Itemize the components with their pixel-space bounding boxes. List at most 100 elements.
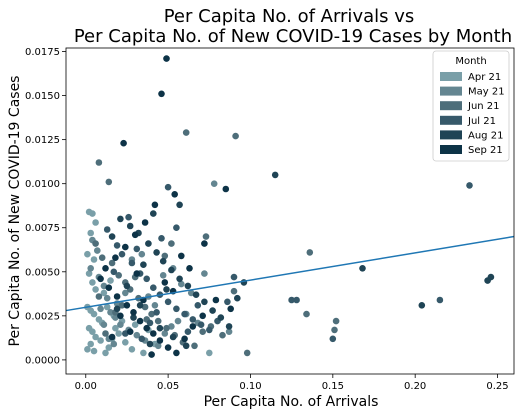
legend-swatch: [440, 145, 462, 154]
data-point: [143, 324, 150, 332]
data-point: [306, 249, 314, 256]
data-point: [133, 270, 141, 277]
data-point: [141, 219, 149, 226]
legend-title: Month: [455, 56, 486, 67]
data-point: [138, 250, 146, 258]
data-point: [181, 310, 188, 318]
data-point: [168, 266, 175, 274]
data-point: [184, 282, 192, 290]
data-point: [418, 302, 426, 309]
legend-entry-label: Jun 21: [467, 101, 500, 112]
legend-entry-label: Jul 21: [467, 116, 496, 127]
data-point: [92, 286, 99, 293]
data-point: [217, 314, 225, 321]
data-point: [87, 340, 94, 348]
data-point: [136, 317, 144, 325]
data-point: [105, 178, 113, 186]
data-point: [232, 132, 239, 140]
data-point: [293, 296, 300, 304]
data-point: [115, 272, 122, 279]
data-point: [150, 210, 157, 217]
data-point: [176, 275, 183, 283]
data-point: [154, 342, 162, 350]
data-point: [163, 324, 170, 332]
plot-area: [65, 47, 515, 375]
data-point: [199, 328, 206, 336]
data-point: [123, 282, 131, 290]
data-point: [224, 298, 231, 306]
data-point: [117, 312, 124, 320]
data-point: [92, 333, 99, 341]
data-point: [209, 307, 216, 314]
data-point: [140, 261, 147, 269]
data-point: [122, 339, 129, 346]
data-point: [133, 245, 141, 253]
data-point: [153, 309, 160, 316]
data-point: [92, 240, 99, 247]
data-point: [113, 242, 121, 249]
data-point: [189, 323, 197, 330]
data-point: [181, 335, 188, 343]
data-point: [178, 252, 185, 260]
data-point: [126, 222, 134, 230]
data-point: [97, 275, 104, 283]
data-point: [182, 342, 190, 350]
data-point: [131, 231, 139, 239]
data-point: [150, 284, 157, 292]
data-point: [117, 215, 124, 223]
y-tick-label: 0.0025: [25, 311, 60, 322]
data-point: [143, 275, 150, 283]
legend-entry-label: Sep 21: [468, 145, 503, 156]
legend-entry-label: May 21: [468, 87, 505, 98]
data-point: [230, 287, 238, 295]
legend-entry-label: Aug 21: [468, 130, 503, 141]
data-point: [192, 291, 200, 299]
data-point: [103, 226, 111, 233]
data-point: [206, 349, 213, 357]
data-point: [133, 331, 141, 339]
data-point: [243, 349, 251, 357]
data-point: [89, 328, 96, 336]
data-point: [174, 317, 182, 325]
data-point: [176, 201, 183, 209]
data-point: [112, 254, 119, 261]
data-point: [102, 265, 109, 272]
data-point: [201, 298, 208, 306]
data-point: [90, 347, 98, 355]
data-point: [206, 326, 213, 334]
data-point: [113, 293, 121, 300]
legend-swatch: [440, 130, 462, 140]
data-point: [288, 296, 295, 304]
data-point: [148, 310, 155, 318]
data-point: [150, 330, 157, 337]
legend-entry-label: Apr 21: [468, 72, 501, 83]
data-point: [225, 323, 233, 330]
data-point: [199, 312, 206, 320]
data-point: [156, 337, 164, 344]
data-point: [100, 289, 108, 297]
data-point: [126, 328, 134, 336]
data-point: [201, 240, 208, 247]
data-point: [107, 277, 114, 284]
data-point: [436, 296, 444, 304]
data-point: [103, 303, 111, 311]
trend-line: [65, 235, 515, 312]
data-point: [163, 286, 170, 293]
data-point: [171, 191, 178, 198]
data-point: [112, 314, 119, 321]
data-point: [146, 340, 154, 348]
data-points: [84, 55, 495, 358]
data-point: [102, 349, 109, 357]
data-point: [234, 294, 241, 302]
data-point: [151, 302, 159, 309]
data-point: [107, 309, 114, 316]
plot-frame: [65, 47, 515, 375]
data-point: [108, 233, 116, 240]
data-point: [225, 328, 233, 336]
y-tick-label: 0.0050: [25, 267, 60, 278]
data-point: [202, 233, 210, 240]
y-tick-label: 0.0000: [25, 355, 60, 366]
y-tick-label: 0.0100: [25, 179, 60, 190]
data-point: [189, 316, 197, 323]
data-point: [173, 224, 180, 231]
